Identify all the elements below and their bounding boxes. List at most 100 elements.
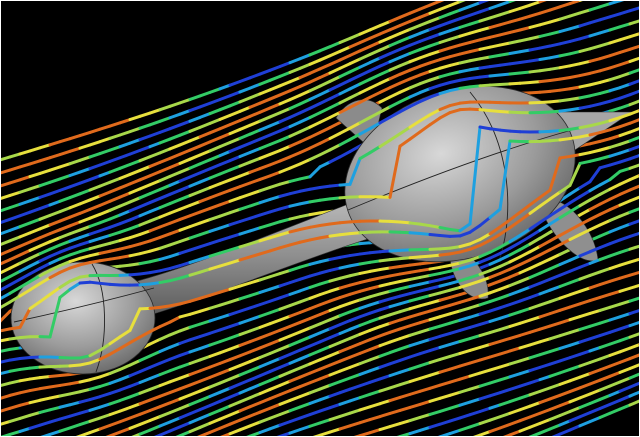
streamline-segment — [618, 82, 632, 90]
streamline-segment — [48, 188, 62, 196]
streamline-segment — [418, 287, 432, 293]
streamline-segment — [428, 370, 442, 377]
streamline-segment — [98, 159, 112, 167]
streamline-segment — [488, 207, 502, 220]
streamline-segment — [198, 131, 212, 139]
streamline-segment — [28, 171, 42, 179]
streamline-segment — [568, 74, 582, 80]
streamline-segment — [148, 206, 162, 214]
streamline-segment — [278, 243, 292, 250]
streamline-segment — [238, 414, 252, 422]
streamline-segment — [298, 262, 312, 269]
streamline-segment — [268, 374, 282, 382]
streamline-segment — [478, 269, 492, 276]
streamline-segment — [338, 411, 352, 418]
streamline-segment — [308, 49, 322, 57]
streamline-segment — [308, 93, 322, 101]
streamline-segment — [458, 361, 472, 368]
streamline-segment — [628, 207, 640, 214]
streamline-segment — [498, 293, 512, 300]
streamline-segment — [28, 217, 42, 225]
streamline-segment — [318, 289, 332, 297]
streamline-segment — [98, 241, 112, 248]
streamline-segment — [28, 398, 42, 405]
streamline-segment — [348, 49, 362, 57]
streamline-segment — [248, 201, 262, 208]
streamline-segment — [378, 362, 392, 369]
streamline-segment — [88, 244, 102, 251]
streamline-segment — [388, 294, 402, 301]
streamline-segment — [508, 6, 522, 14]
streamline-segment — [268, 159, 282, 167]
streamline-segment — [58, 426, 72, 433]
streamline-segment — [368, 284, 382, 291]
streamline-segment — [608, 398, 622, 406]
streamline-segment — [438, 432, 452, 437]
streamline-segment — [368, 316, 382, 324]
streamline-segment — [528, 90, 542, 95]
streamline-segment — [418, 267, 432, 273]
streamline-segment — [438, 295, 452, 302]
streamline-segment — [248, 336, 262, 344]
streamline-segment — [48, 177, 62, 184]
streamline-segment — [618, 222, 632, 230]
streamline-segment — [598, 411, 612, 419]
streamline-segment — [368, 402, 382, 409]
streamline-segment — [0, 249, 12, 257]
streamline-segment — [338, 182, 352, 187]
streamline-segment — [518, 14, 532, 21]
streamline-segment — [268, 74, 282, 82]
small-sphere — [10, 261, 156, 375]
streamline-segment — [218, 199, 232, 207]
streamline-segment — [388, 23, 402, 32]
streamline-segment — [408, 255, 422, 260]
streamline-segment — [248, 156, 262, 164]
streamline-segment — [198, 306, 212, 313]
streamline-segment — [48, 140, 62, 147]
streamline-segment — [408, 39, 422, 47]
streamline-segment — [578, 217, 592, 227]
streamline-segment — [448, 267, 462, 273]
streamline-segment — [18, 401, 32, 407]
streamline-segment — [78, 143, 92, 150]
streamline-segment — [398, 299, 412, 306]
streamline-segment — [88, 405, 102, 412]
streamline-segment — [608, 226, 622, 234]
streamline-segment — [398, 51, 412, 59]
streamline-segment — [388, 287, 402, 293]
streamline-segment — [18, 335, 32, 340]
streamline-segment — [558, 98, 572, 103]
streamline-segment — [268, 272, 282, 279]
streamline-segment — [608, 25, 622, 32]
streamline-segment — [538, 100, 552, 105]
streamline-segment — [428, 345, 442, 353]
streamline-segment — [358, 95, 372, 104]
streamline-segment — [608, 96, 622, 103]
streamline-segment — [48, 236, 62, 244]
streamline-segment — [448, 17, 462, 24]
streamline-segment — [238, 318, 252, 325]
streamline-segment — [188, 425, 202, 434]
streamline-segment — [548, 190, 562, 201]
streamline-segment — [158, 127, 172, 134]
streamline-segment — [388, 47, 402, 56]
streamline-segment — [398, 86, 412, 94]
streamline-segment — [308, 409, 322, 417]
streamline-segment — [548, 273, 562, 281]
streamline-segment — [338, 365, 352, 373]
streamline-segment — [148, 119, 162, 127]
streamline-segment — [248, 303, 262, 310]
streamline-segment — [508, 81, 522, 86]
streamline-segment — [558, 419, 572, 427]
streamline-segment — [298, 381, 312, 389]
streamline-segment — [258, 416, 272, 424]
streamline-segment — [288, 357, 302, 365]
streamline-segment — [128, 370, 142, 378]
streamline-segment — [578, 392, 592, 400]
streamline-segment — [428, 298, 442, 305]
streamline-segment — [578, 228, 592, 237]
streamline-segment — [28, 236, 42, 244]
streamline-segment — [308, 340, 322, 348]
streamline-segment — [148, 257, 162, 264]
streamline-segment — [228, 297, 242, 304]
